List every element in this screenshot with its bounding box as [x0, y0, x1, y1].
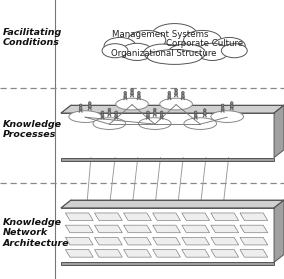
- Ellipse shape: [197, 43, 228, 61]
- Polygon shape: [153, 225, 180, 233]
- Ellipse shape: [152, 24, 197, 45]
- Polygon shape: [274, 200, 284, 262]
- Polygon shape: [211, 237, 239, 245]
- Polygon shape: [137, 94, 140, 98]
- Polygon shape: [65, 225, 93, 233]
- Ellipse shape: [214, 37, 245, 55]
- Polygon shape: [182, 225, 210, 233]
- Polygon shape: [153, 237, 180, 245]
- Polygon shape: [61, 105, 284, 113]
- Polygon shape: [61, 200, 284, 208]
- Circle shape: [181, 92, 184, 94]
- Polygon shape: [211, 213, 239, 220]
- Ellipse shape: [139, 118, 171, 129]
- Circle shape: [137, 92, 140, 94]
- Polygon shape: [181, 94, 184, 98]
- Polygon shape: [101, 114, 104, 117]
- Text: Corporate Culture: Corporate Culture: [166, 39, 243, 48]
- Polygon shape: [274, 105, 284, 158]
- Polygon shape: [124, 213, 151, 220]
- Polygon shape: [124, 225, 151, 233]
- Polygon shape: [79, 107, 82, 110]
- Polygon shape: [203, 112, 206, 115]
- Ellipse shape: [184, 118, 217, 129]
- Circle shape: [221, 104, 224, 107]
- Circle shape: [203, 109, 206, 111]
- Ellipse shape: [116, 98, 149, 110]
- Ellipse shape: [211, 111, 244, 122]
- Circle shape: [124, 92, 127, 94]
- Polygon shape: [131, 92, 133, 95]
- Polygon shape: [65, 237, 93, 245]
- Ellipse shape: [168, 44, 206, 62]
- Circle shape: [160, 111, 163, 114]
- Polygon shape: [175, 92, 178, 95]
- Polygon shape: [194, 114, 197, 117]
- Polygon shape: [115, 114, 118, 117]
- Polygon shape: [108, 111, 111, 114]
- Polygon shape: [211, 225, 239, 233]
- Polygon shape: [65, 213, 93, 220]
- Circle shape: [147, 111, 149, 114]
- Circle shape: [230, 102, 233, 104]
- Text: Facilitating
Conditions: Facilitating Conditions: [3, 28, 62, 47]
- Text: Knowledge
Processes: Knowledge Processes: [3, 120, 62, 140]
- Ellipse shape: [144, 44, 182, 62]
- Polygon shape: [61, 158, 274, 161]
- Polygon shape: [147, 114, 149, 117]
- Polygon shape: [160, 114, 163, 117]
- Polygon shape: [240, 225, 268, 233]
- Circle shape: [108, 108, 111, 111]
- Polygon shape: [95, 250, 122, 257]
- Ellipse shape: [104, 37, 136, 55]
- Polygon shape: [211, 250, 239, 257]
- Polygon shape: [153, 111, 156, 114]
- Polygon shape: [61, 262, 274, 265]
- Ellipse shape: [69, 111, 102, 122]
- Polygon shape: [124, 237, 151, 245]
- Ellipse shape: [102, 44, 128, 58]
- Polygon shape: [124, 94, 127, 98]
- Ellipse shape: [121, 43, 153, 61]
- Ellipse shape: [93, 118, 126, 129]
- Circle shape: [88, 102, 91, 104]
- Ellipse shape: [222, 44, 247, 58]
- Circle shape: [175, 89, 178, 91]
- Text: Management Systems: Management Systems: [112, 30, 209, 39]
- Polygon shape: [153, 250, 180, 257]
- Polygon shape: [230, 105, 233, 108]
- Circle shape: [131, 89, 133, 91]
- Circle shape: [79, 104, 82, 107]
- Ellipse shape: [160, 98, 193, 110]
- Circle shape: [101, 111, 104, 114]
- Ellipse shape: [183, 30, 222, 50]
- Circle shape: [153, 108, 156, 111]
- Polygon shape: [182, 250, 210, 257]
- Polygon shape: [153, 213, 180, 220]
- Polygon shape: [240, 237, 268, 245]
- Text: Knowledge
Network
Architecture: Knowledge Network Architecture: [3, 218, 70, 248]
- Polygon shape: [95, 237, 122, 245]
- Text: Organizational Structure: Organizational Structure: [110, 49, 216, 57]
- Polygon shape: [182, 213, 210, 220]
- Circle shape: [168, 92, 171, 94]
- Ellipse shape: [83, 27, 267, 69]
- Polygon shape: [65, 250, 93, 257]
- Polygon shape: [88, 105, 91, 108]
- Polygon shape: [221, 107, 224, 110]
- Circle shape: [194, 111, 197, 114]
- Polygon shape: [124, 250, 151, 257]
- Circle shape: [115, 111, 118, 114]
- Ellipse shape: [147, 50, 202, 64]
- Polygon shape: [95, 225, 122, 233]
- Polygon shape: [240, 213, 268, 220]
- Polygon shape: [168, 94, 171, 98]
- Ellipse shape: [128, 30, 166, 50]
- Polygon shape: [240, 250, 268, 257]
- Polygon shape: [95, 213, 122, 220]
- Polygon shape: [182, 237, 210, 245]
